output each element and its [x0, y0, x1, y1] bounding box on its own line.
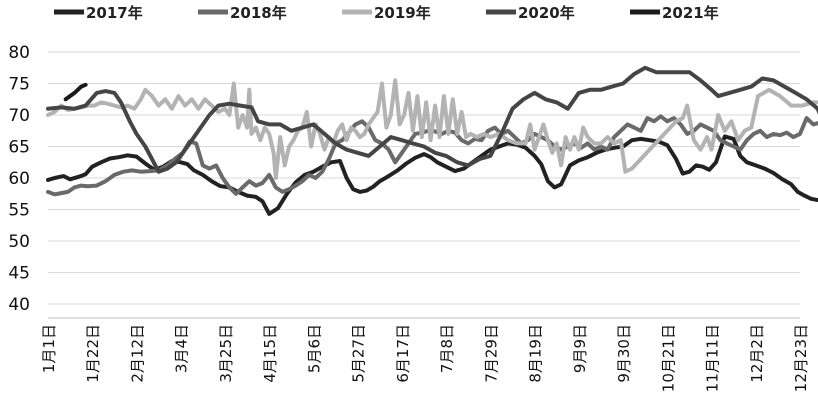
legend-label: 2021年	[662, 4, 719, 22]
y-tick-label: 80	[8, 43, 30, 63]
y-tick-label: 45	[8, 264, 30, 284]
y-tick-label: 50	[8, 232, 30, 252]
y-tick-label: 60	[8, 169, 30, 189]
x-tick-label: 7月8日	[438, 324, 456, 373]
y-axis-ticks: 40 45 50 55 60 65 70 75 80	[8, 43, 30, 315]
x-tick-label: 12月23日	[792, 324, 810, 392]
series-line-2021年	[63, 82, 88, 102]
x-tick-label: 1月1日	[40, 324, 58, 373]
x-tick-label: 1月22日	[84, 324, 102, 383]
x-tick-label: 3月4日	[173, 324, 191, 373]
x-tick-label: 7月29日	[482, 324, 500, 383]
series-lines	[46, 65, 818, 216]
legend-label: 2019年	[374, 4, 431, 22]
x-tick-label: 6月17日	[394, 324, 412, 383]
y-tick-label: 70	[8, 106, 30, 126]
x-tick-label: 5月6日	[305, 324, 323, 373]
x-tick-label: 9月9日	[571, 324, 589, 373]
x-tick-label: 4月15日	[261, 324, 279, 383]
legend-label: 2018年	[230, 4, 287, 22]
series-line-2018年	[46, 114, 818, 197]
x-tick-label: 11月11日	[704, 324, 722, 392]
gridlines	[48, 51, 800, 305]
series-line-2019年	[46, 78, 818, 180]
legend-label: 2020年	[518, 4, 575, 22]
y-tick-label: 75	[8, 75, 30, 95]
x-tick-label: 9月30日	[615, 324, 633, 383]
series-line-2020年	[46, 65, 818, 174]
y-tick-label: 55	[8, 201, 30, 221]
y-tick-label: 65	[8, 138, 30, 158]
x-tick-label: 5月27日	[350, 324, 368, 383]
legend-label: 2017年	[86, 4, 143, 22]
x-axis-ticks: 1月1日 1月22日 2月12日 3月4日 3月25日 4月15日 5月6日 5月27日 6月1…	[40, 317, 810, 392]
x-tick-label: 2月12日	[128, 324, 146, 383]
x-tick-label: 10月21日	[659, 324, 677, 392]
series-line-2017年	[46, 134, 818, 216]
y-tick-label: 40	[8, 295, 30, 315]
x-tick-label: 12月2日	[748, 324, 766, 383]
x-tick-label: 3月25日	[217, 324, 235, 383]
legend: 2017年 2018年 2019年 2020年 2021年	[54, 4, 719, 22]
x-tick-label: 8月19日	[527, 324, 545, 383]
